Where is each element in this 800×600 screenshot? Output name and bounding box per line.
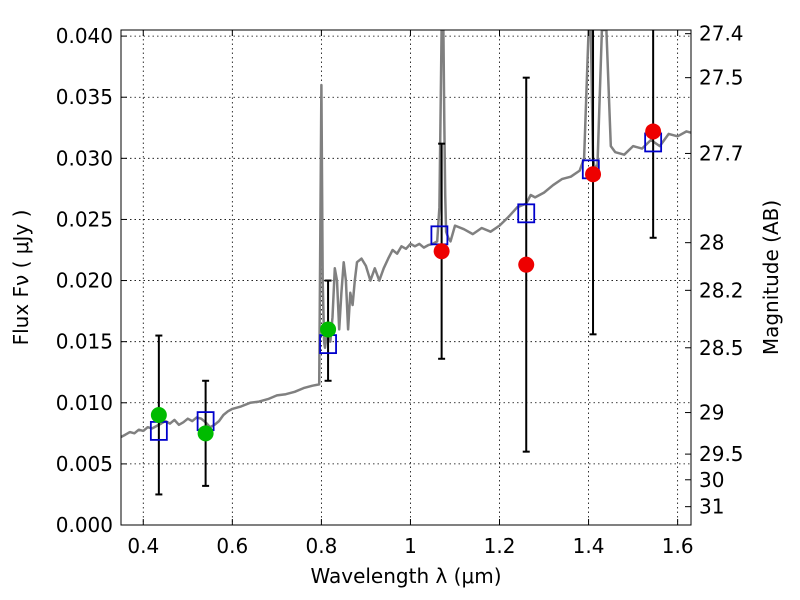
red-point-marker [433, 243, 450, 260]
y-tick-label: 0.015 [56, 330, 113, 354]
x-tick-label: 1 [404, 534, 417, 558]
observed-points-layer [150, 123, 662, 442]
green-point-marker [320, 321, 337, 338]
y-tick-label: 0.000 [56, 513, 113, 537]
x-tick-label: 0.8 [305, 534, 337, 558]
y-tick-label: 0.035 [56, 85, 113, 109]
x-tick-label: 1.2 [484, 534, 516, 558]
ticks-layer: 0.4 0.6 0.8 1 1.2 1.4 1.6 0.000 0.005 0.010 0.015 0… [56, 22, 744, 558]
red-point-marker [518, 256, 535, 273]
y-tick-label: 0.030 [56, 146, 113, 170]
y2-tick-label: 27.4 [699, 22, 744, 46]
y2-tick-label: 31 [699, 495, 724, 519]
model-square-marker [517, 203, 536, 224]
red-point-marker [645, 123, 662, 140]
y2-tick-label: 30 [699, 468, 724, 492]
y-tick-label: 0.025 [56, 207, 113, 231]
y2-tick-label: 28.2 [699, 278, 744, 302]
sed-curve-layer [121, 30, 691, 439]
y-tick-label: 0.040 [56, 24, 113, 48]
green-point-marker [150, 407, 167, 423]
y2-tick-label: 27.5 [699, 66, 744, 90]
y-tick-label: 0.020 [56, 269, 113, 293]
red-point-marker [585, 166, 602, 183]
y2-axis-label: Magnitude (AB) [759, 200, 783, 355]
green-point-marker [197, 425, 214, 442]
y2-tick-label: 29 [699, 401, 724, 425]
x-axis-label: Wavelength λ (μm) [310, 564, 501, 588]
plot-frame [120, 29, 692, 526]
x-tick-label: 0.4 [127, 534, 159, 558]
y2-tick-label: 29.5 [699, 442, 744, 466]
y-tick-label: 0.005 [56, 452, 113, 476]
y2-tick-label: 27.7 [699, 141, 744, 165]
x-tick-label: 1.6 [662, 534, 694, 558]
y2-tick-label: 28.5 [699, 336, 744, 360]
x-tick-label: 1.4 [573, 534, 605, 558]
y2-tick-label: 28 [699, 231, 724, 255]
sed-spectrum-line [121, 30, 691, 439]
x-tick-label: 0.6 [216, 534, 248, 558]
y-tick-label: 0.010 [56, 391, 113, 415]
y-axis-label: Flux Fν ( μJy ) [9, 210, 33, 346]
